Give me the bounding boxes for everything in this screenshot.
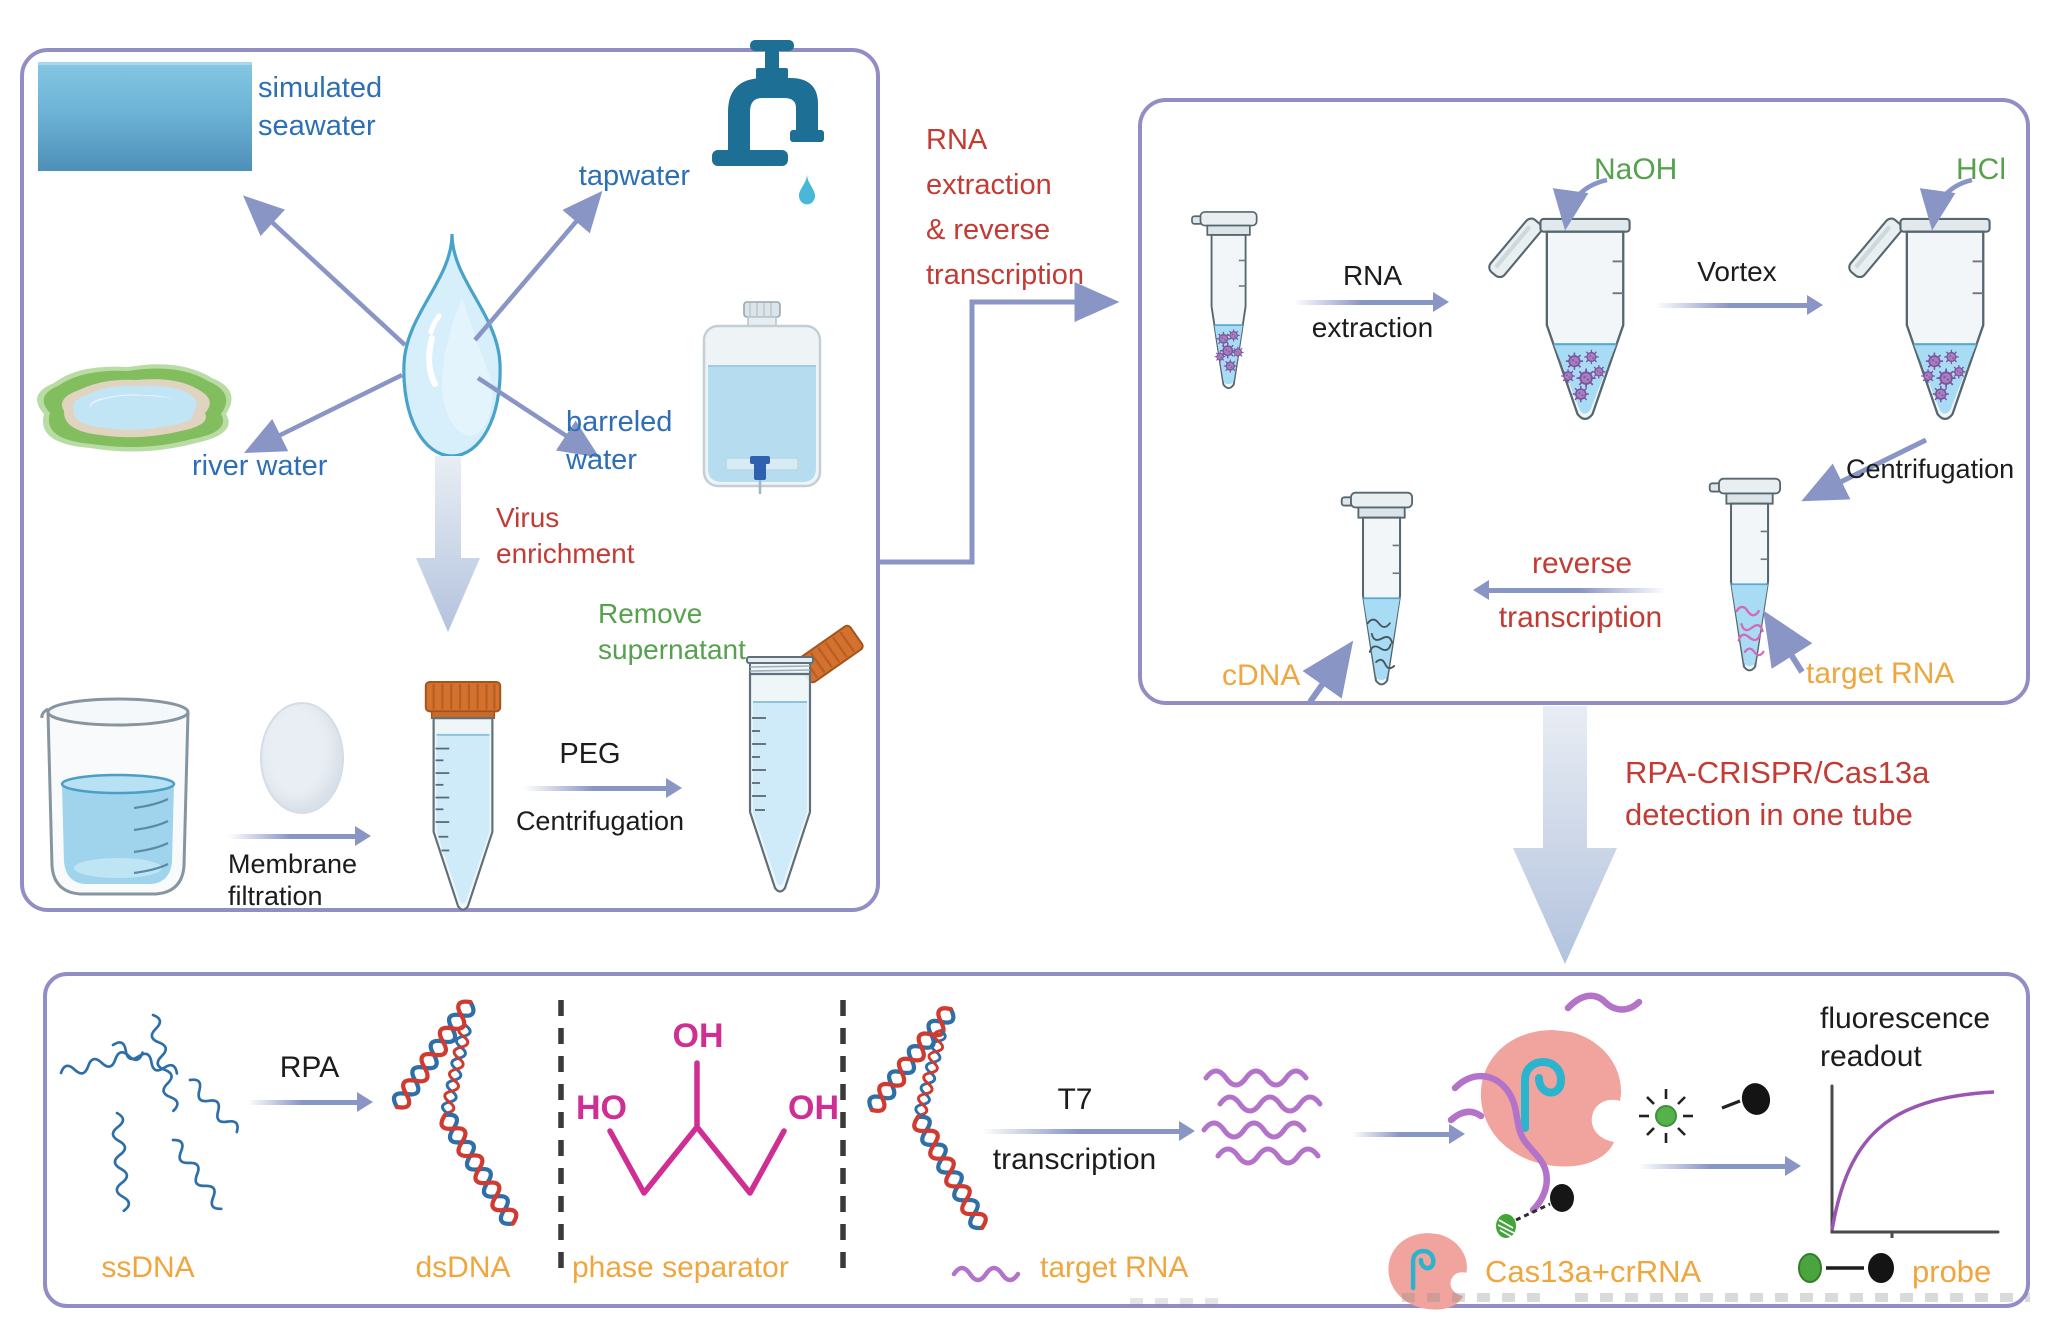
probe-label: probe [1912,1254,1992,1289]
oh-right-label: OH [788,1089,839,1127]
dashed-separator-1 [558,1000,564,1271]
probe-legend-icon [1798,1253,1894,1283]
dashed-separator-2 [840,1000,846,1271]
virus-enrichment-label: Virus enrichment [496,502,635,570]
rpa-arrow [248,1100,360,1105]
barreled-water-label: barreled water [566,406,673,476]
dsdna-template-icon [862,985,1027,1255]
panel1-to-panel2-connector [880,282,1120,565]
rpa-label: RPA [279,1051,340,1084]
tapwater-label: tapwater [578,160,690,192]
watermark-artifact [1575,1293,2030,1302]
membrane-filtration-arrow [228,834,358,839]
detection-flow-arrow [1513,706,1617,964]
falcon-tube-capped-icon [424,680,502,911]
beaker-icon [40,697,190,896]
rna-extraction-rt-label: RNA extraction & reverse transcription [926,124,1084,291]
reverse-transcription-arrow [1486,588,1666,593]
microtube-virus-1-icon [1186,206,1272,406]
assembly-arrow [1352,1132,1452,1137]
target-rna-wave-icon [951,1265,1021,1283]
sample-distribution-arrows [243,190,603,458]
transcription-label: transcription [1498,601,1663,634]
water-droplet-icon [402,233,502,458]
centrifugation-label-1: Centrifugation [515,806,685,836]
rna-extraction-label-bottom: extraction [1311,312,1434,343]
seawater-swatch [38,62,252,171]
watermark-artifact [1130,1298,1230,1307]
readout-arrow [1638,1164,1788,1169]
watermark-artifact [1402,1293,1552,1302]
peg-label: PEG [559,738,621,770]
fluorescence-readout-label: fluorescence readout [1820,1002,1991,1073]
river-water-label: river water [192,450,328,482]
centrifugation-label-2: Centrifugation [1846,454,2015,484]
target-rna-pointer-arrow [1763,610,1813,674]
ssdna-label: ssDNA [101,1251,195,1284]
fluorophore-quencher-icon [1639,1083,1771,1143]
barreled-water-jug-icon [702,301,822,494]
t7-label: T7 [1057,1083,1093,1116]
phase-separator-molecule-icon [607,1060,787,1196]
remove-supernatant-label: Remove supernatant [598,598,746,666]
target-rna-label-panel3: target RNA [1040,1251,1189,1284]
t7-transcription-arrow [982,1129,1182,1134]
vortex-label: Vortex [1697,256,1777,287]
rna-extraction-label-top: RNA [1342,260,1403,291]
cdna-pointer-arrow [1302,640,1354,704]
ssdna-icon [59,1013,239,1213]
virus-enrichment-arrow [416,456,480,632]
phase-separator-label: phase separator [572,1251,789,1284]
reverse-label: reverse [1531,547,1633,580]
faucet-icon [712,40,824,205]
cas13a-complex-icon [1447,992,1643,1238]
peg-centrifugation-arrow [524,786,669,791]
naoh-label: NaOH [1594,153,1678,186]
cas13a-crrna-label: Cas13a+crRNA [1485,1254,1702,1289]
hcl-arrow [1919,177,1973,231]
river-pond-icon [36,364,232,452]
t7-transcription-label: transcription [992,1143,1157,1176]
membrane-filtration-label: Membrane filtration [228,849,358,912]
oh-top-label: OH [672,1017,724,1055]
dsdna-icon [385,985,545,1250]
rna-transcripts-icon [1201,1068,1323,1166]
centrifugation-diagonal-arrow [1801,437,1928,502]
vortex-arrow [1655,303,1810,308]
panel-detection-reaction [43,972,2030,1308]
target-rna-label-panel2: target RNA [1806,657,1955,690]
naoh-arrow [1552,177,1608,231]
dsdna-label: dsDNA [415,1251,511,1284]
falcon-tube-open-icon [745,655,815,893]
simulated-seawater-label: simulated seawater [258,72,383,142]
cdna-label: cDNA [1222,659,1301,692]
rpa-crispr-label: RPA-CRISPR/Cas13a detection in one tube [1625,755,1930,832]
fluorescence-graph [1830,1084,2000,1238]
filter-membrane-icon [260,702,344,814]
ho-left-label: HO [576,1089,627,1127]
rna-extraction-arrow [1294,300,1436,305]
